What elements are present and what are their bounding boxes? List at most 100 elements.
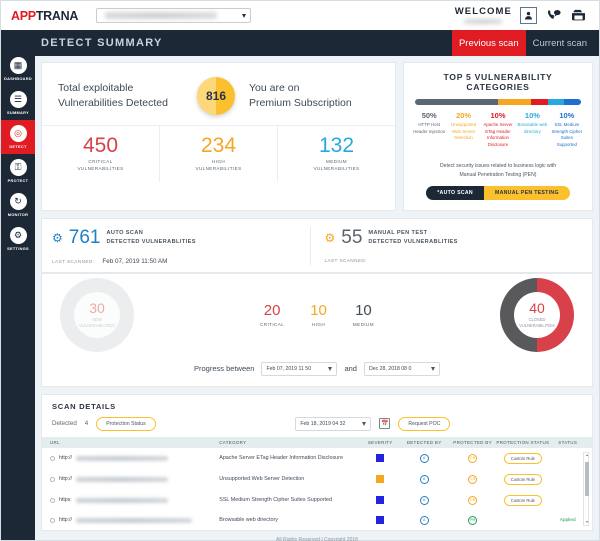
total-badge: 816	[197, 77, 235, 115]
row-url[interactable]: http://	[50, 476, 219, 482]
top-bar-right: WELCOME	[454, 5, 591, 25]
row-protected-by: PR	[449, 515, 497, 525]
top5-col-5: 10% SSL Medium Strength Cipher Suites Su…	[550, 111, 584, 148]
sidebar-item-protect[interactable]: ⚿ PROTECT	[1, 154, 35, 188]
user-icon[interactable]	[520, 7, 537, 24]
top5-pct-3: 10%	[490, 111, 506, 120]
row-radio[interactable]	[50, 497, 55, 503]
scan-details-controls: Detected 4 Protection Status Feb 18, 201…	[52, 416, 582, 431]
tab-previous-scan[interactable]: Previous scan	[451, 30, 526, 56]
row-url-value	[75, 497, 168, 503]
phone-chat-icon[interactable]	[545, 7, 562, 24]
manual-pen-testing-button[interactable]: MANUAL PEN TESTING	[483, 185, 570, 200]
auto-scan-last: LAST SCANNED: Feb 07, 2019 11:50 AM	[52, 258, 310, 265]
row-url-value	[75, 476, 168, 482]
scroll-down-arrow[interactable]: ▼	[585, 519, 589, 524]
sidebar-label-dashboard: DASHBOARD	[4, 76, 32, 81]
subscription-line2: Premium Subscription	[249, 97, 352, 109]
totals-line2: Vulnerabilities Detected	[58, 97, 168, 109]
manual-pen-block: ⚙ 55 MANUAL PEN TEST DETECTED VULNERABLI…	[309, 226, 583, 265]
logo-trana: TRANA	[35, 8, 79, 23]
sidebar-item-detect[interactable]: ◎ DETECT	[1, 120, 35, 154]
row-radio[interactable]	[50, 476, 55, 482]
sidebar-item-settings[interactable]: ⚙ SETTINGS	[1, 222, 35, 256]
calendar-icon[interactable]: 📅	[379, 418, 391, 430]
sidebar-item-summary[interactable]: ☰ SUMMARY	[1, 86, 35, 120]
row-status: Applied	[549, 518, 586, 523]
progress-donuts: 30 NEW VULNERABILITIES 20 CRITICAL 10	[52, 277, 582, 352]
progress-date-from[interactable]: Feb 07, 2019 11 50	[261, 361, 338, 376]
scan-details-date-select[interactable]: Feb 18, 2019 04 32	[295, 416, 372, 431]
sidebar-label-settings: SETTINGS	[7, 246, 29, 251]
top5-bar-seg-2	[498, 99, 532, 105]
top5-name-3: Apache Server ETag Header Information Di…	[483, 122, 513, 147]
tab-current-scan[interactable]: Current scan	[532, 37, 587, 49]
main-content: Total exploitable Vulnerabilities Detect…	[35, 56, 599, 541]
manual-pen-label-line1: MANUAL PEN TEST	[368, 230, 428, 237]
row-protected-by: CR	[449, 474, 497, 484]
row-url[interactable]: http://	[50, 455, 219, 461]
scan-tabs: Previous scan Current scan	[451, 30, 599, 56]
top5-panel: TOP 5 VULNERABILITY CATEGORIES 50% HTTP …	[403, 62, 593, 211]
protection-status-pill[interactable]: Custom Rule	[503, 452, 542, 464]
row-protected-by: CR	[449, 453, 497, 463]
top5-name-4: Browsable web directory	[517, 122, 548, 134]
scrollbar-thumb[interactable]	[585, 461, 589, 496]
top5-bar-seg-1	[415, 99, 498, 105]
site-selector-value	[105, 12, 218, 19]
table-row[interactable]: https: SSL Medium Strength Cipher Suites…	[42, 490, 592, 511]
progress-critical-label: CRITICAL	[260, 321, 285, 327]
protection-status-button[interactable]: Protection Status	[96, 416, 156, 431]
detected-label: Detected	[52, 420, 77, 428]
row-url[interactable]: http://	[50, 517, 219, 523]
chevron-down-icon	[242, 13, 247, 18]
severity-cards: 450 CRITICAL VULNERABILITIES 234 HIGH VU…	[42, 125, 395, 183]
table-row[interactable]: http:// Apache Server ETag Header Inform…	[42, 448, 592, 469]
top5-pct-1: 50%	[421, 111, 437, 120]
auto-scan-label-line2: DETECTED VULNERABLITIES	[106, 238, 196, 245]
top5-col-2: 20% Unsupported Web Server Detection	[446, 111, 480, 148]
detected-by-icon: A	[419, 453, 429, 463]
row-radio[interactable]	[50, 455, 55, 461]
severity-card-medium: 132 MEDIUM VULNERABILITIES	[278, 126, 395, 182]
scroll-up-arrow[interactable]: ▲	[585, 452, 589, 457]
table-row[interactable]: http:// Unsupported Web Server Detection…	[42, 469, 592, 490]
critical-label-line1: CRITICAL	[88, 159, 113, 164]
gear-icon: ⚙	[9, 227, 27, 244]
protection-status-pill[interactable]: Custom Rule	[503, 494, 542, 506]
table-row[interactable]: http:// Browsable web directory A PR App…	[42, 511, 592, 530]
top5-col-3: 10% Apache Server ETag Header Informatio…	[481, 111, 515, 148]
printer-icon[interactable]	[570, 7, 587, 24]
manual-pen-last: LAST SCANNED:	[325, 258, 583, 263]
row-radio[interactable]	[50, 517, 55, 523]
auto-scan-label: AUTO SCAN DETECTED VULNERABLITIES	[106, 229, 195, 246]
sidebar-item-dashboard[interactable]: ▦ DASHBOARD	[1, 52, 35, 86]
dashboard-icon: ▦	[9, 57, 27, 74]
site-selector-dropdown[interactable]	[96, 8, 252, 23]
sidebar-label-protect: PROTECT	[7, 178, 29, 183]
total-badge-value: 816	[205, 89, 227, 103]
totals-line1: Total exploitable	[58, 81, 134, 94]
manual-pen-count: 55	[341, 226, 363, 248]
request-poc-button[interactable]: Request POC	[398, 416, 451, 431]
protection-status-pill[interactable]: Custom Rule	[503, 473, 542, 485]
sidebar-item-monitor[interactable]: ↻ MONITOR	[1, 188, 35, 222]
severity-card-critical: 450 CRITICAL VULNERABILITIES	[42, 126, 160, 183]
progress-date-to[interactable]: Dec 28, 2018 08 0	[363, 361, 440, 376]
auto-scan-button[interactable]: *AUTO SCAN	[426, 185, 484, 200]
table-wrapper: http:// Apache Server ETag Header Inform…	[42, 447, 592, 530]
top5-name-1: HTTP Host Header Injection	[413, 122, 446, 134]
row-detected-by: A	[399, 515, 448, 525]
new-donut-label: NEW VULNERABILITIES	[79, 317, 115, 328]
logo-app: APP	[11, 8, 36, 23]
auto-scan-last-value: Feb 07, 2019 11:50 AM	[102, 257, 168, 265]
welcome-label: WELCOME	[454, 5, 512, 17]
row-url[interactable]: https:	[50, 497, 219, 503]
progress-mid-stats: 20 CRITICAL 10 HIGH 10 MEDIUM	[260, 303, 374, 327]
table-scrollbar[interactable]: ▲ ▼	[583, 451, 589, 526]
monitor-refresh-icon: ↻	[9, 193, 27, 210]
top5-name-5: SSL Medium Strength Cipher Suites Suppor…	[551, 122, 583, 147]
summary-icon: ☰	[9, 91, 27, 108]
top5-note: Detect security issues related to busine…	[418, 162, 578, 178]
